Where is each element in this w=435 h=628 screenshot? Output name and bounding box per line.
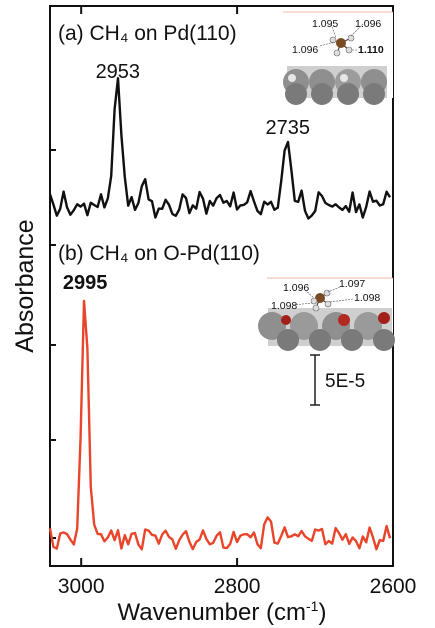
spectrum-line-panel-b xyxy=(48,299,392,551)
x-tick-label-3000: 3000 xyxy=(58,575,105,598)
peak-label-2995: 2995 xyxy=(63,272,108,294)
panel-b-title: (b) CH₄ on O-Pd(110) xyxy=(58,242,260,265)
scale-bar-label: 5E-5 xyxy=(325,371,365,392)
inset-b-label-4: 1.098 xyxy=(354,292,380,304)
inset-a-structure: 1.095 1.096 1.096 1.110 xyxy=(283,11,393,105)
y-axis-label: Absorbance xyxy=(11,219,39,352)
inset-b-label-3: 1.098 xyxy=(271,300,297,312)
peak-label-2953: 2953 xyxy=(96,61,141,83)
spectrum-line-panel-a xyxy=(48,77,392,220)
x-axis-label: Wavenumber (cm-1) xyxy=(118,598,327,626)
x-tick-label-2600: 2600 xyxy=(370,575,417,598)
panel-a-title: (a) CH₄ on Pd(110) xyxy=(58,22,237,45)
inset-a-label-2: 1.096 xyxy=(355,18,381,30)
inset-b-structure: 1.096 1.097 1.098 1.098 xyxy=(258,277,395,351)
x-tick-label-2800: 2800 xyxy=(214,575,261,598)
inset-b-label-1: 1.096 xyxy=(283,282,309,294)
scale-bar xyxy=(310,354,320,406)
inset-b-label-2: 1.097 xyxy=(339,278,365,290)
inset-a-label-3: 1.096 xyxy=(292,44,318,56)
peak-label-2735: 2735 xyxy=(266,117,311,139)
inset-a-label-4: 1.110 xyxy=(358,44,384,56)
inset-a-label-1: 1.095 xyxy=(312,18,338,30)
